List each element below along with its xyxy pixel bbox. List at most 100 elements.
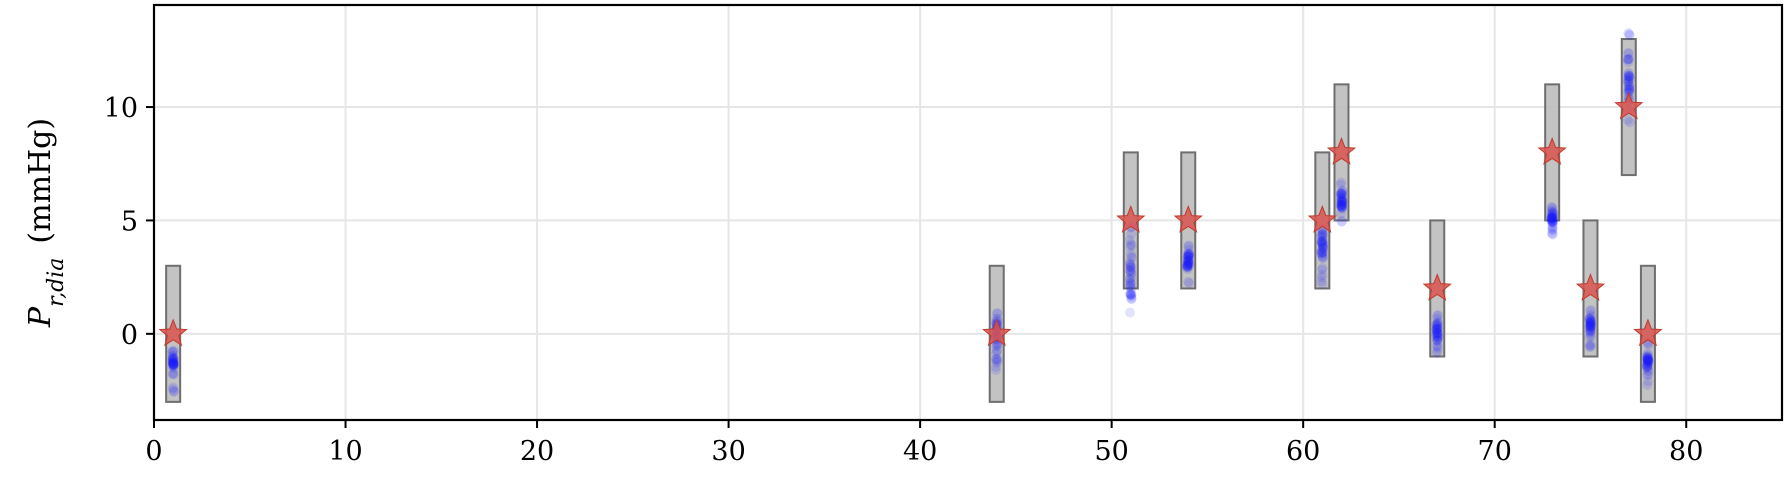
sample-point bbox=[1431, 313, 1442, 324]
sample-point bbox=[1182, 261, 1193, 272]
sample-point bbox=[1547, 229, 1558, 240]
sample-point bbox=[1585, 317, 1596, 328]
sample-point bbox=[1623, 28, 1634, 39]
sample-point bbox=[1433, 332, 1444, 343]
sample-point bbox=[1546, 206, 1557, 217]
sample-point bbox=[1642, 360, 1653, 371]
sample-point bbox=[168, 368, 179, 379]
sample-point bbox=[168, 353, 179, 364]
sample-point bbox=[1624, 86, 1635, 97]
star-marker bbox=[1422, 273, 1452, 301]
sample-point bbox=[1432, 342, 1443, 353]
sample-point bbox=[1432, 321, 1443, 332]
sample-point bbox=[1183, 251, 1194, 262]
sample-point bbox=[1431, 325, 1442, 336]
sample-point bbox=[1624, 71, 1635, 82]
sample-point bbox=[1432, 327, 1443, 338]
sample-point bbox=[1546, 213, 1557, 224]
sample-point bbox=[1643, 353, 1654, 364]
sample-point bbox=[1547, 213, 1558, 224]
sample-point bbox=[990, 365, 1001, 376]
x-tick-label: 80 bbox=[1669, 436, 1703, 467]
sample-point bbox=[1432, 340, 1443, 351]
sample-point bbox=[168, 386, 179, 397]
sample-point bbox=[1643, 354, 1654, 365]
y-axis-symbol: P bbox=[23, 306, 58, 328]
sample-point bbox=[1624, 81, 1635, 92]
sample-point bbox=[1126, 272, 1137, 283]
sample-point bbox=[1316, 245, 1327, 256]
sample-point bbox=[1642, 351, 1653, 362]
sample-point bbox=[1125, 262, 1136, 273]
sample-point bbox=[1336, 195, 1347, 206]
sample-point bbox=[1336, 201, 1347, 212]
sample-point bbox=[1623, 75, 1634, 86]
sample-point bbox=[1584, 340, 1595, 351]
sample-point bbox=[1337, 188, 1348, 199]
sample-point bbox=[1318, 247, 1329, 258]
sample-point bbox=[168, 356, 179, 367]
sample-point bbox=[1124, 273, 1135, 284]
sample-point bbox=[1126, 264, 1137, 275]
sample-point bbox=[1623, 75, 1634, 86]
sample-point bbox=[167, 347, 178, 358]
sample-point bbox=[1547, 206, 1558, 217]
sample-point bbox=[1126, 293, 1137, 304]
sample-point bbox=[1622, 54, 1633, 65]
sample-point bbox=[1317, 234, 1328, 245]
sample-point bbox=[1547, 210, 1558, 221]
sample-point bbox=[1337, 196, 1348, 207]
sample-point bbox=[168, 360, 179, 371]
star-marker bbox=[1116, 205, 1146, 233]
sample-point bbox=[167, 368, 178, 379]
sample-point bbox=[1317, 243, 1328, 254]
sample-point bbox=[991, 346, 1002, 357]
sample-point bbox=[1317, 226, 1328, 237]
sample-point bbox=[1432, 335, 1443, 346]
sample-point bbox=[1183, 255, 1194, 266]
sample-point bbox=[1125, 277, 1136, 288]
sample-point bbox=[1335, 192, 1346, 203]
sample-point bbox=[1183, 257, 1194, 268]
sample-point bbox=[1623, 71, 1634, 82]
sample-point bbox=[1126, 294, 1137, 305]
sample-point bbox=[1182, 259, 1193, 270]
sample-point bbox=[1547, 216, 1558, 227]
sample-point bbox=[1337, 196, 1348, 207]
sample-point bbox=[1431, 320, 1442, 331]
sample-point bbox=[1624, 70, 1635, 81]
sample-point bbox=[1643, 366, 1654, 377]
sample-point bbox=[1547, 218, 1558, 229]
sample-point bbox=[1432, 310, 1443, 321]
sample-point bbox=[1642, 355, 1653, 366]
sample-point bbox=[1182, 261, 1193, 272]
sample-point bbox=[1317, 231, 1328, 242]
sample-point bbox=[1586, 331, 1597, 342]
sample-point bbox=[1184, 250, 1195, 261]
sample-point bbox=[1184, 259, 1195, 270]
sample-point bbox=[1623, 53, 1634, 64]
sample-point bbox=[1585, 304, 1596, 315]
sample-point bbox=[1584, 321, 1595, 332]
sample-point bbox=[1125, 248, 1136, 259]
sample-point bbox=[1125, 290, 1136, 301]
sample-point bbox=[1317, 228, 1328, 239]
sample-point bbox=[167, 350, 178, 361]
x-tick-label: 50 bbox=[1094, 436, 1128, 467]
sample-point bbox=[1585, 322, 1596, 333]
sample-point bbox=[1183, 251, 1194, 262]
sample-point bbox=[1316, 236, 1327, 247]
sample-point bbox=[1623, 57, 1634, 68]
sample-point bbox=[1546, 202, 1557, 213]
sample-point bbox=[1642, 363, 1653, 374]
sample-point bbox=[1431, 326, 1442, 337]
sample-point bbox=[1316, 248, 1327, 259]
sample-point bbox=[1126, 240, 1137, 251]
sample-point bbox=[1623, 69, 1634, 80]
sample-point bbox=[1183, 249, 1194, 260]
sample-point bbox=[1643, 353, 1654, 364]
star-marker bbox=[1326, 137, 1357, 165]
sample-point bbox=[1585, 339, 1596, 350]
sample-point bbox=[1316, 247, 1327, 258]
sample-point bbox=[1624, 73, 1635, 84]
